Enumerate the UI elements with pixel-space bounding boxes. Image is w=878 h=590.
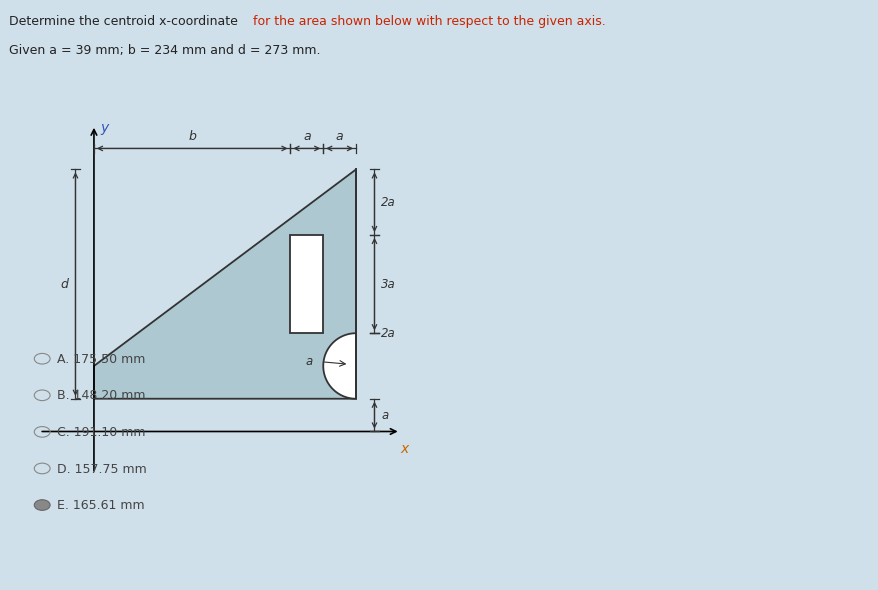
Text: D. 157.75 mm: D. 157.75 mm <box>57 463 147 476</box>
Text: 3a: 3a <box>381 277 395 291</box>
Text: E. 165.61 mm: E. 165.61 mm <box>57 499 145 512</box>
Text: x: x <box>400 441 408 455</box>
Text: A. 175.50 mm: A. 175.50 mm <box>57 353 146 366</box>
Text: Determine the centroid x-coordinate: Determine the centroid x-coordinate <box>9 15 241 28</box>
Polygon shape <box>323 333 356 399</box>
Polygon shape <box>94 169 356 399</box>
Bar <box>290 235 323 333</box>
Text: C. 191.10 mm: C. 191.10 mm <box>57 426 146 439</box>
Text: a: a <box>303 130 310 143</box>
Text: Given a = 39 mm; b = 234 mm and d = 273 mm.: Given a = 39 mm; b = 234 mm and d = 273 … <box>9 44 320 57</box>
Text: a: a <box>306 355 313 368</box>
Text: B. 148.20 mm: B. 148.20 mm <box>57 389 146 402</box>
Text: d: d <box>61 277 68 291</box>
Text: b: b <box>188 130 196 143</box>
Text: a: a <box>381 409 388 422</box>
Text: y: y <box>101 121 109 135</box>
Text: 2a: 2a <box>381 327 395 340</box>
Text: for the area shown below with respect to the given axis.: for the area shown below with respect to… <box>253 15 605 28</box>
Text: 2a: 2a <box>381 196 395 209</box>
Text: a: a <box>335 130 343 143</box>
